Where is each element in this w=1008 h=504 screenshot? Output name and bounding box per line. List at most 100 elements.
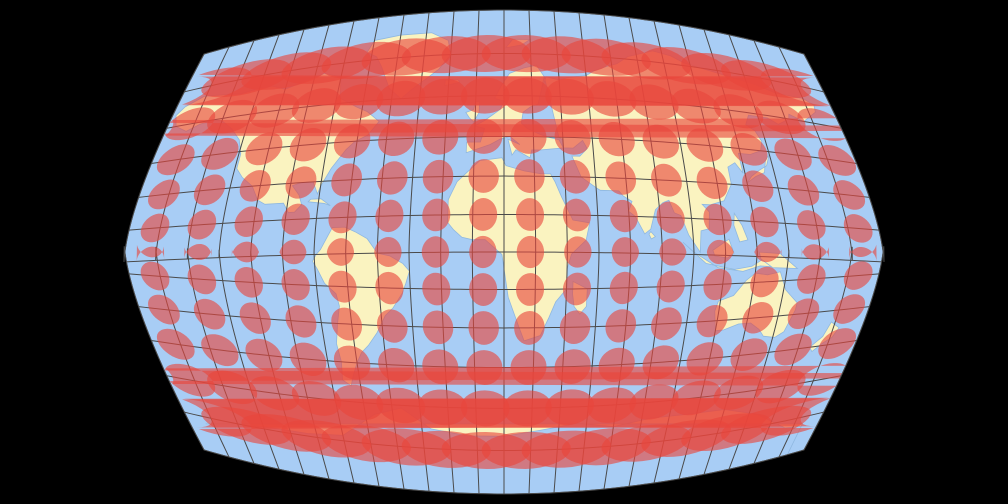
- tissot-ellipse: [818, 144, 857, 176]
- tissot-ellipse: [422, 159, 454, 194]
- tissot-ellipse: [374, 237, 402, 267]
- tissot-ellipse: [503, 77, 552, 114]
- tissot-ellipse: [331, 163, 362, 197]
- tissot-ellipse: [562, 272, 591, 306]
- tissot-ellipse: [605, 161, 637, 195]
- tissot-ellipse: [234, 206, 263, 237]
- tissot-ellipse: [422, 310, 454, 345]
- tissot-ellipse: [696, 166, 728, 199]
- tissot-ellipse: [843, 214, 873, 243]
- tissot-ellipse: [598, 121, 635, 157]
- tissot-ellipse: [234, 267, 263, 298]
- tissot-ellipse: [656, 270, 685, 303]
- tissot-ellipse: [201, 137, 239, 170]
- tissot-ellipse: [331, 307, 362, 341]
- tissot-ellipse: [797, 264, 826, 294]
- tissot-ellipse: [377, 309, 408, 343]
- tissot-ellipse: [187, 209, 217, 240]
- tissot-ellipse: [334, 83, 384, 120]
- tissot-ellipse: [468, 311, 499, 345]
- tissot-ellipse: [187, 264, 217, 295]
- tissot-ellipse: [249, 93, 300, 128]
- tissot-ellipse: [140, 261, 170, 291]
- tissot-ellipse: [562, 198, 591, 232]
- tissot-ellipse: [328, 201, 357, 234]
- tissot-ellipse: [755, 100, 806, 135]
- tissot-ellipse: [164, 363, 842, 397]
- tissot-ellipse: [609, 199, 638, 233]
- tissot-ellipse: [516, 198, 545, 231]
- tissot-ellipse: [328, 270, 357, 303]
- tissot-ellipse: [750, 206, 779, 238]
- tissot-ellipse: [245, 338, 283, 372]
- tissot-ellipse: [754, 241, 782, 263]
- tissot-ellipse: [281, 269, 310, 301]
- tissot-ellipse: [148, 294, 180, 325]
- tissot-ellipse: [239, 302, 271, 334]
- tissot-ellipse: [514, 311, 545, 345]
- tissot-indicatrix-layer: [136, 34, 877, 470]
- tissot-ellipse: [656, 201, 685, 234]
- tissot-ellipse: [609, 271, 638, 305]
- tissot-ellipse: [375, 271, 404, 305]
- tissot-ellipse: [742, 302, 774, 334]
- tissot-ellipse: [730, 338, 768, 371]
- tissot-ellipse: [703, 268, 732, 301]
- tissot-ellipse: [559, 159, 591, 194]
- tissot-ellipse: [843, 261, 873, 290]
- tissot-ellipse: [289, 342, 327, 377]
- tissot-ellipse: [510, 119, 547, 154]
- tissot-ellipse: [422, 272, 451, 306]
- tissot-ellipse: [245, 132, 283, 166]
- tissot-ellipse: [587, 81, 637, 117]
- tissot-ellipse: [559, 310, 591, 345]
- tissot-ellipse: [140, 213, 170, 243]
- tissot-ellipse: [833, 294, 866, 324]
- tissot-ellipse: [671, 88, 721, 124]
- landmass-sri-lanka: [648, 231, 657, 240]
- tissot-ellipse: [849, 244, 877, 262]
- map-outline: [123, 9, 885, 495]
- tissot-ellipse: [193, 298, 226, 330]
- tissot-ellipse: [201, 334, 239, 367]
- tissot-ellipse: [721, 405, 812, 444]
- tissot-ellipse: [148, 179, 180, 210]
- tissot-ellipse: [629, 84, 679, 120]
- tissot-ellipse: [193, 174, 226, 206]
- tissot-ellipse: [750, 266, 779, 298]
- tissot-ellipse: [207, 99, 258, 134]
- tissot-ellipse: [703, 203, 732, 236]
- tissot-ellipse: [774, 333, 812, 366]
- tissot-ellipse: [554, 120, 591, 155]
- tissot-ellipse: [730, 133, 768, 166]
- tissot-ellipse: [184, 243, 212, 261]
- tissot-ellipse: [377, 161, 408, 195]
- tissot-ellipse: [696, 305, 728, 338]
- tissot-ellipse: [460, 77, 510, 114]
- tissot-ellipse: [291, 88, 342, 123]
- tissot-ellipse: [469, 273, 498, 306]
- tissot-ellipse: [376, 80, 426, 117]
- tissot-ellipse: [833, 180, 866, 210]
- tissot-ellipse: [289, 127, 327, 162]
- tissot-ellipse: [469, 235, 497, 269]
- landmass-cuba: [307, 198, 331, 207]
- tissot-ellipse: [686, 128, 724, 162]
- tissot-ellipse: [545, 78, 594, 115]
- tissot-ellipse: [156, 144, 195, 176]
- tissot-ellipse: [611, 237, 640, 267]
- tissot-ellipse: [651, 307, 682, 341]
- tissot-ellipse: [418, 78, 468, 115]
- tissot-ellipse: [422, 119, 459, 155]
- tissot-ellipse: [797, 210, 826, 240]
- tissot-ellipse: [651, 163, 682, 197]
- tissot-ellipse: [164, 107, 842, 141]
- tissot-ellipse: [279, 239, 307, 265]
- tissot-ellipse: [281, 203, 310, 235]
- tissot-ellipse: [514, 159, 545, 193]
- tissot-ellipse: [285, 166, 317, 199]
- tissot-ellipse: [787, 174, 820, 206]
- tissot-ellipse: [659, 238, 687, 266]
